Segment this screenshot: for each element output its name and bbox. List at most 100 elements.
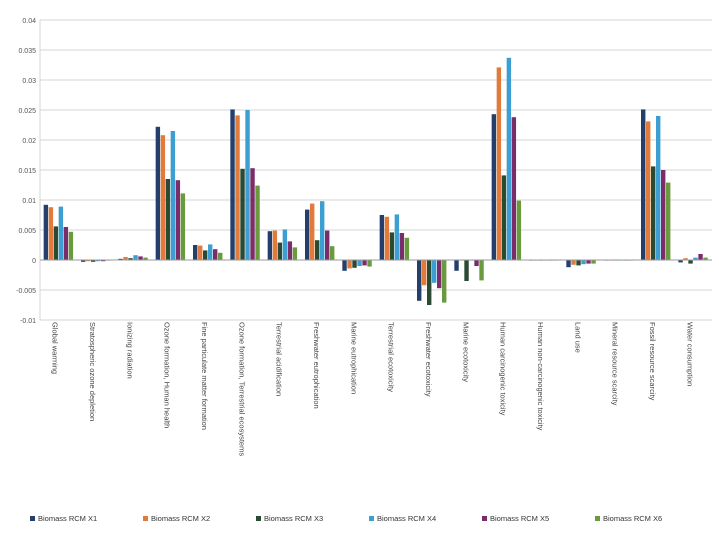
x-tick-label: Fossil resource scarcity — [648, 322, 657, 401]
bar — [235, 115, 240, 261]
y-tick-label: 0 — [32, 258, 36, 265]
y-tick-label: 0.03 — [22, 78, 36, 85]
bar — [68, 231, 74, 260]
legend-label: Biomass RCM X2 — [151, 514, 210, 523]
bar — [128, 258, 133, 260]
bar — [43, 204, 49, 260]
legend-label: Biomass RCM X1 — [38, 514, 97, 523]
bar — [155, 126, 161, 260]
bar — [651, 166, 656, 260]
bar — [53, 226, 59, 260]
y-tick-label: 0.01 — [22, 198, 36, 205]
bar — [160, 135, 166, 260]
bar — [656, 116, 661, 260]
legend-label: Biomass RCM X4 — [377, 514, 436, 523]
x-tick-label: Terrestrial acidification — [275, 322, 284, 396]
bars — [43, 57, 708, 305]
x-tick-label: Human carcinogenic toxicity — [499, 322, 508, 416]
legend-swatch — [595, 516, 600, 521]
legend-label: Biomass RCM X5 — [490, 514, 549, 523]
bar — [310, 203, 315, 260]
legend: Biomass RCM X1 Biomass RCM X2 Biomass RCM … — [30, 514, 662, 523]
x-axis-tick-labels: Global warming Stratospheric ozone deplet… — [51, 322, 695, 456]
bar — [474, 260, 479, 266]
x-tick-label: Mineral resource scarcity — [611, 322, 620, 406]
bar — [48, 207, 54, 260]
bar — [165, 179, 171, 260]
bar — [362, 260, 367, 266]
bar — [86, 260, 91, 262]
bar — [96, 260, 101, 262]
bar — [389, 232, 395, 260]
y-tick-label: 0.04 — [22, 18, 36, 25]
bar — [576, 260, 581, 266]
x-tick-label: Freshwater ecotoxicity — [424, 322, 433, 397]
x-tick-label: Human non-carcinogenic toxicity — [536, 322, 545, 431]
x-tick-label: Ionizing radiation — [125, 322, 134, 379]
x-tick-label: Global warming — [51, 322, 60, 374]
x-tick-label: Ozone formation, Terrestrial ecosystems — [237, 322, 246, 456]
bar — [464, 260, 469, 281]
bar — [208, 244, 213, 260]
bar — [287, 241, 293, 260]
bar — [203, 250, 208, 260]
x-tick-label: Terrestrial ecotoxicity — [387, 322, 396, 392]
bar — [581, 260, 586, 265]
bar — [193, 245, 198, 260]
x-tick-label: Land use — [573, 322, 582, 353]
bar — [591, 260, 596, 264]
bar — [277, 242, 283, 260]
x-tick-label: Fine particulate matter formation — [200, 322, 209, 430]
bar — [282, 229, 288, 260]
bar — [240, 168, 245, 260]
bar — [571, 260, 576, 265]
legend-swatch — [30, 516, 35, 521]
bar — [245, 110, 250, 260]
bar — [347, 260, 352, 269]
bar — [133, 255, 138, 260]
legend-swatch — [143, 516, 148, 521]
bar — [417, 260, 422, 301]
x-tick-label: Stratospheric ozone depletion — [88, 322, 97, 421]
bar — [175, 180, 181, 260]
bar — [404, 237, 410, 260]
bar — [63, 227, 69, 260]
bar — [496, 67, 502, 261]
bar — [292, 247, 298, 260]
bar — [123, 257, 128, 260]
bar — [255, 185, 260, 260]
bar — [315, 240, 320, 260]
bar — [352, 260, 357, 268]
bar — [586, 260, 591, 264]
bar — [367, 260, 372, 267]
x-tick-label: Freshwater eutrophication — [312, 322, 321, 409]
y-tick-label: 0.005 — [18, 228, 36, 235]
bar — [218, 252, 223, 260]
bar — [479, 260, 484, 281]
x-tick-label: Ozone formation, Human health — [163, 322, 172, 428]
bar — [678, 260, 683, 263]
y-tick-label: 0.015 — [18, 168, 36, 175]
legend-label: Biomass RCM X6 — [603, 514, 662, 523]
bar — [511, 117, 517, 260]
bar — [91, 260, 96, 262]
bar — [566, 260, 571, 268]
bar — [384, 216, 390, 260]
bar — [437, 260, 442, 289]
y-tick-label: 0.02 — [22, 138, 36, 145]
bar — [506, 57, 512, 260]
bar — [454, 260, 459, 271]
y-tick-label: -0.005 — [16, 288, 36, 295]
bar — [357, 260, 362, 266]
bar — [180, 193, 186, 260]
bar — [432, 260, 437, 283]
bar — [646, 121, 651, 261]
legend-swatch — [256, 516, 261, 521]
bar — [422, 260, 427, 286]
bar — [138, 256, 143, 260]
bar — [688, 260, 693, 264]
bar — [698, 254, 703, 260]
